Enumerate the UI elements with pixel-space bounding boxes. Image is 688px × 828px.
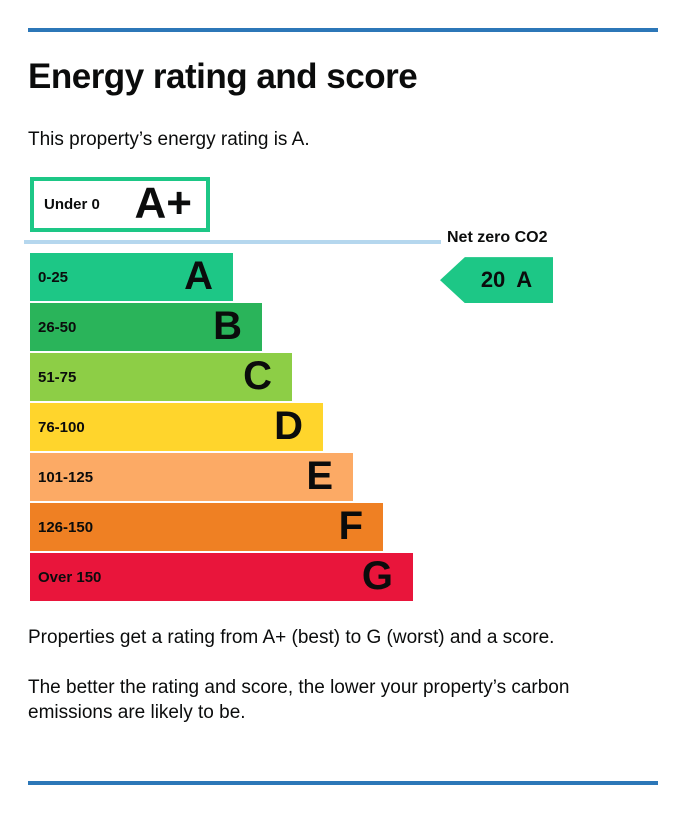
energy-rating-chart: Under 0 A+ Net zero CO2 0-25 A 26-50 B 5…: [0, 177, 688, 603]
band-range: 101-125: [38, 468, 94, 486]
band-range: Over 150: [38, 568, 102, 586]
band-letter: A+: [134, 178, 192, 228]
band-range: 0-25: [38, 268, 69, 286]
band-letter: A: [184, 253, 213, 298]
bottom-rule: [28, 781, 658, 786]
rating-score: 20: [480, 267, 506, 293]
band-range: 126-150: [38, 518, 94, 536]
band-letter: F: [338, 503, 363, 548]
intro-text: This property’s energy rating is A.: [28, 128, 310, 150]
band-b: 26-50 B: [30, 303, 262, 352]
band-a-plus: Under 0 A+: [30, 177, 210, 233]
band-c: 51-75 C: [30, 353, 292, 402]
band-letter: G: [361, 553, 393, 598]
band-a: 0-25 A: [30, 253, 233, 302]
band-f: 126-150 F: [30, 503, 383, 552]
band-letter: B: [213, 303, 242, 348]
band-d: 76-100 D: [30, 403, 323, 452]
netzero-line: [24, 240, 441, 245]
band-range: 76-100: [38, 418, 85, 436]
current-rating-arrow: 20 A: [440, 257, 553, 304]
band-letter: C: [243, 353, 272, 398]
band-g: Over 150 G: [30, 553, 413, 602]
rating-bands: 0-25 A 26-50 B 51-75 C 76-100 D 101-125 …: [30, 253, 413, 603]
band-e: 101-125 E: [30, 453, 353, 502]
rating-band: A: [516, 267, 533, 293]
netzero-co2-label: Net zero CO2: [447, 229, 548, 247]
page-title: Energy rating and score: [28, 57, 418, 96]
band-letter: D: [274, 403, 303, 448]
footer-note-1: Properties get a rating from A+ (best) t…: [28, 627, 555, 649]
band-range: 26-50: [38, 318, 77, 336]
band-letter: E: [306, 453, 333, 498]
band-range: Under 0: [44, 196, 100, 214]
footer-note-2: The better the rating and score, the low…: [28, 676, 570, 724]
band-range: 51-75: [38, 368, 77, 386]
top-rule: [28, 28, 658, 32]
